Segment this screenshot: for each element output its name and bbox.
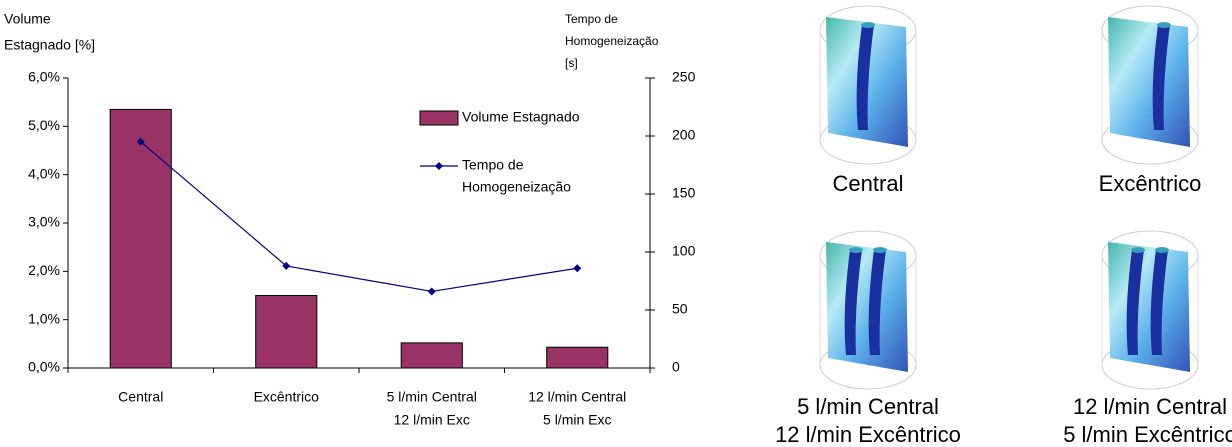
y-tick-label: 6,0% — [28, 69, 60, 85]
figure: Central Excêntrico 5 l/min Central 12 l/min… — [0, 0, 1232, 447]
y2-axis-label: Tempo de — [565, 12, 618, 26]
panel-caption: 5 l/min Central — [797, 394, 939, 419]
tube-top — [873, 247, 887, 253]
panel-caption: 12 l/min Central — [1073, 394, 1227, 419]
x-tick-label: Excêntrico — [254, 389, 320, 405]
legend-label: Tempo de — [462, 157, 524, 173]
x-tick-label: 5 l/min Central — [387, 389, 477, 405]
panel-caption: Excêntrico — [1099, 171, 1202, 196]
y-axis-label: Estagnado [%] — [4, 37, 95, 53]
y2-tick-label: 200 — [672, 127, 696, 143]
y2-axis-label: [s] — [565, 56, 578, 70]
legend-label: Homogeneização — [462, 179, 571, 195]
y-axis-label: Volume — [4, 11, 51, 27]
page: {"chart_data": {"type": "bar", "y_label"… — [0, 0, 1232, 447]
flow-sheet — [826, 242, 908, 372]
marker — [573, 264, 581, 272]
bar — [401, 343, 462, 368]
y2-tick-label: 100 — [672, 243, 696, 259]
bar — [256, 296, 317, 369]
y2-tick-label: 50 — [672, 301, 688, 317]
tube-top — [1131, 247, 1145, 253]
y-tick-label: 5,0% — [28, 117, 60, 133]
tube-top — [861, 22, 875, 28]
legend-marker — [435, 162, 443, 170]
legend-label: Volume Estagnado — [462, 109, 580, 125]
tube-top — [1155, 247, 1169, 253]
panel-caption: Central — [833, 171, 904, 196]
simulation-panels: Central Excêntrico 5 l/min Central 12 l/min… — [775, 6, 1232, 447]
y2-tick-label: 150 — [672, 185, 696, 201]
bar — [547, 347, 608, 368]
y2-tick-label: 250 — [672, 69, 696, 85]
y-tick-label: 0,0% — [28, 359, 60, 375]
x-tick-label: 5 l/min Exc — [543, 412, 611, 428]
flow-sheet — [1108, 242, 1190, 372]
tube-top — [1157, 22, 1171, 28]
x-tick-label: 12 l/min Central — [528, 389, 626, 405]
marker — [428, 287, 436, 295]
y-tick-label: 2,0% — [28, 262, 60, 278]
x-tick-label: 12 l/min Exc — [394, 412, 470, 428]
y2-tick-label: 0 — [672, 359, 680, 375]
panel-caption: 5 l/min Excêntrico — [1063, 422, 1232, 447]
y-tick-label: 3,0% — [28, 214, 60, 230]
y-tick-label: 1,0% — [28, 310, 60, 326]
legend-swatch — [420, 111, 458, 125]
flow-sheet — [1108, 17, 1190, 147]
tube-top — [849, 247, 863, 253]
y2-axis-label: Homogeneização — [565, 34, 659, 48]
y-tick-label: 4,0% — [28, 165, 60, 181]
panel-caption: 12 l/min Excêntrico — [775, 422, 961, 447]
x-tick-label: Central — [118, 389, 163, 405]
bar — [110, 109, 171, 368]
